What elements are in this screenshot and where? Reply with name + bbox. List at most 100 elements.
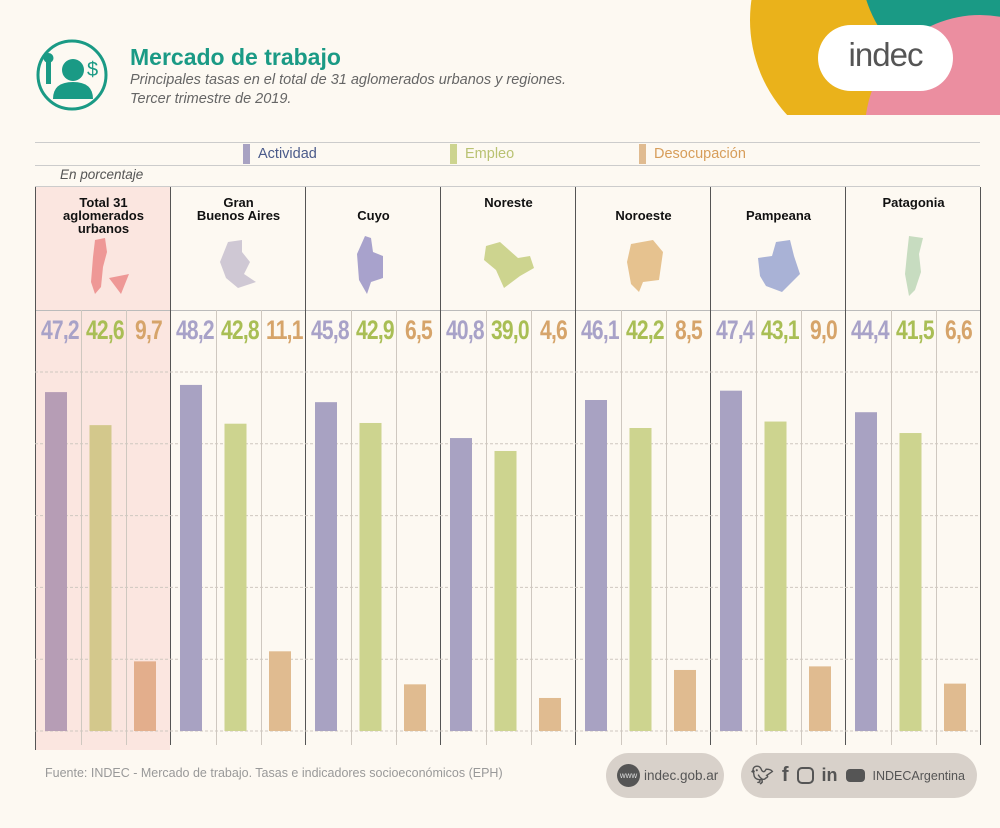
social-links[interactable]: 🐦︎ f in INDECArgentina [741, 753, 977, 798]
legend-actividad: Actividad [243, 144, 317, 164]
bar-empleo [899, 433, 922, 731]
bar-desocupación [134, 661, 156, 731]
youtube-icon[interactable] [845, 769, 865, 782]
region-name: Patagonia [846, 196, 981, 235]
region-map-icon [905, 236, 923, 296]
sub-divider [351, 310, 352, 745]
value-row: 45,8 42,9 6,5 [306, 315, 441, 346]
region-column: Cuyo 45,8 42,9 6,5 [305, 187, 441, 745]
region-name: Noreste [441, 196, 576, 235]
data-label-empleo: 43,1 [760, 315, 800, 345]
divider [846, 310, 981, 311]
sub-divider [126, 310, 127, 745]
bar-actividad [720, 390, 742, 731]
data-label-desocupación: 6,6 [945, 315, 973, 345]
region-name-line: Noreste [484, 195, 533, 210]
sub-divider [801, 310, 802, 745]
sub-divider [486, 310, 487, 745]
bar-actividad [450, 438, 472, 731]
region-map-icon [758, 240, 800, 292]
bar-desocupación [944, 683, 966, 731]
data-label-actividad: 44,4 [850, 315, 890, 345]
value-row: 46,1 42,2 8,5 [576, 315, 711, 346]
region-name-line: Gran [223, 195, 254, 210]
bar-desocupación [269, 651, 291, 731]
region-name-line: aglomerados [63, 208, 144, 223]
www-icon: www [617, 764, 640, 787]
data-label-empleo: 39,0 [490, 315, 530, 345]
region-name: Pampeana [711, 196, 846, 235]
region-map-icon [627, 240, 663, 292]
region-map-icon [91, 238, 129, 294]
divider [441, 310, 576, 311]
subtitle: Principales tasas en el total de 31 aglo… [130, 72, 567, 88]
divider [306, 310, 441, 311]
sub-divider [936, 310, 937, 745]
data-label-actividad: 47,4 [715, 315, 755, 345]
indec-logo: indec [848, 36, 924, 73]
bar-desocupación [809, 666, 831, 731]
data-label-actividad: 45,8 [310, 315, 350, 345]
sub-divider [666, 310, 667, 745]
legend-empleo: Empleo [450, 144, 514, 164]
bar-empleo [764, 421, 787, 731]
bar-actividad [585, 400, 607, 731]
bar-actividad [180, 384, 202, 731]
divider [711, 310, 846, 311]
instagram-icon[interactable] [796, 767, 814, 784]
region-name: Total 31 aglomerados urbanos [36, 196, 171, 235]
website-link[interactable]: www indec.gob.ar [606, 753, 724, 798]
data-label-desocupación: 6,5 [405, 315, 433, 345]
data-label-desocupación: 4,6 [540, 315, 568, 345]
region-name-line: Total 31 [79, 195, 128, 210]
divider [35, 142, 980, 143]
data-label-actividad: 46,1 [580, 315, 620, 345]
sub-divider [81, 310, 82, 745]
region-name-line: Cuyo [357, 208, 390, 223]
region-name: Noroeste [576, 196, 711, 235]
page-title: Mercado de trabajo [130, 44, 341, 70]
source-note: Fuente: INDEC - Mercado de trabajo. Tasa… [45, 766, 503, 780]
data-label-actividad: 40,8 [445, 315, 485, 345]
bar-empleo [494, 450, 517, 731]
data-label-desocupación: 9,0 [810, 315, 838, 345]
data-label-actividad: 48,2 [175, 315, 215, 345]
region-name-line: urbanos [77, 221, 130, 236]
region-name-line: Buenos Aires [196, 208, 281, 223]
region-name-line: Pampeana [745, 208, 812, 223]
sub-divider [216, 310, 217, 745]
unit-label: En porcentaje [60, 167, 144, 182]
bar-actividad [45, 392, 67, 731]
sub-divider [756, 310, 757, 745]
data-label-empleo: 41,5 [895, 315, 935, 345]
region-map-icon [220, 240, 256, 288]
bar-empleo [89, 425, 112, 731]
sub-divider [396, 310, 397, 745]
region-map-icon [357, 236, 383, 294]
region-map-icon [484, 242, 534, 288]
data-label-desocupación: 8,5 [675, 315, 703, 345]
brand-decoration [750, 0, 1000, 115]
twitter-icon[interactable]: 🐦︎ [751, 765, 774, 785]
sub-divider [531, 310, 532, 745]
bar-actividad [855, 412, 877, 731]
region-name-line: Patagonia [882, 195, 945, 210]
data-label-actividad: 47,2 [40, 315, 80, 345]
region-column: Pampeana 47,4 43,1 9,0 [710, 187, 846, 745]
value-row: 40,8 39,0 4,6 [441, 315, 576, 346]
value-row: 47,2 42,6 9,7 [36, 315, 171, 346]
subtitle-period: Tercer trimestre de 2019. [130, 91, 292, 107]
facebook-icon[interactable]: f [781, 764, 789, 786]
region-column: Patagonia 44,4 41,5 6,6 [845, 187, 981, 745]
region-column: Gran Buenos Aires 48,2 42,8 11,1 [170, 187, 306, 745]
region-name-line: Noroeste [615, 208, 672, 223]
sub-divider [261, 310, 262, 745]
region-name: Gran Buenos Aires [171, 196, 306, 235]
data-label-desocupación: 9,7 [135, 315, 163, 345]
column-border [980, 187, 981, 745]
divider [171, 310, 306, 311]
region-column: Noreste 40,8 39,0 4,6 [440, 187, 576, 745]
labor-market-icon: $ [36, 39, 108, 111]
linkedin-icon[interactable]: in [821, 765, 838, 785]
